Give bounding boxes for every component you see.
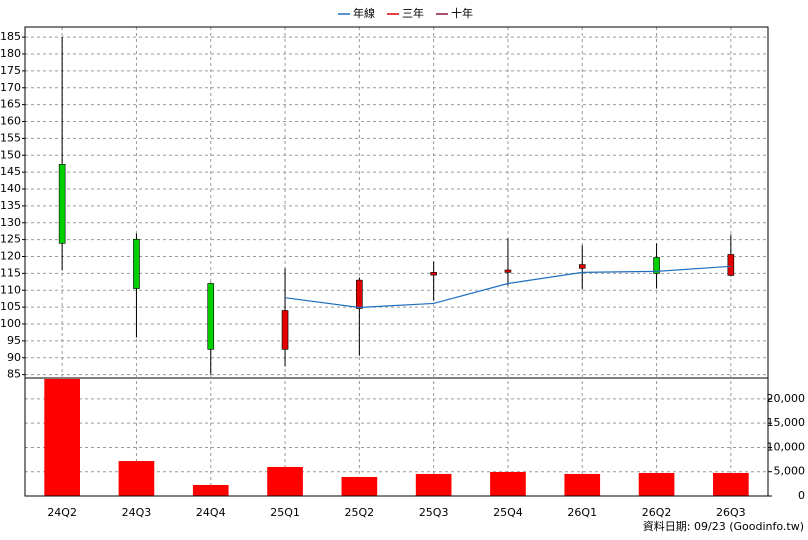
x-tick-label: 26Q2 bbox=[642, 506, 672, 519]
y-tick-label: 180 bbox=[0, 47, 21, 60]
x-tick-label: 26Q1 bbox=[567, 506, 597, 519]
x-tick-label: 25Q1 bbox=[270, 506, 300, 519]
candle-body bbox=[133, 238, 140, 289]
y2-tick-label: 10,000 bbox=[767, 440, 806, 453]
legend-label: 十年 bbox=[451, 6, 473, 20]
legend-label: 年線 bbox=[353, 6, 375, 20]
bar bbox=[44, 378, 80, 496]
x-tick-label: 25Q2 bbox=[345, 506, 375, 519]
bar bbox=[192, 484, 229, 496]
footer: 資料日期: 09/23 (Goodinfo.tw) bbox=[643, 519, 804, 533]
y-tick-label: 125 bbox=[0, 233, 21, 246]
y2-tick-label: 0 bbox=[798, 489, 805, 502]
candle-body bbox=[727, 254, 735, 276]
bar bbox=[713, 472, 749, 496]
x-tick-label: 26Q3 bbox=[716, 506, 746, 519]
legend-label: 三年 bbox=[402, 6, 424, 20]
x-tick-label: 24Q3 bbox=[122, 506, 152, 519]
y-tick-label: 110 bbox=[0, 283, 21, 296]
y-tick-label: 165 bbox=[0, 98, 21, 111]
candle-body bbox=[207, 283, 215, 350]
candle-body bbox=[430, 272, 437, 276]
bar bbox=[118, 461, 155, 496]
y-tick-label: 160 bbox=[0, 115, 21, 128]
bar bbox=[564, 473, 601, 496]
candle-body bbox=[578, 264, 586, 269]
x-tick-label: 25Q3 bbox=[419, 506, 449, 519]
y-tick-label: 95 bbox=[7, 334, 21, 347]
x-tick-label: 25Q4 bbox=[493, 506, 523, 519]
line-series bbox=[284, 265, 731, 309]
y-tick-label: 90 bbox=[7, 351, 21, 364]
y2-tick-label: 5,000 bbox=[774, 465, 806, 478]
candle-body bbox=[281, 310, 289, 350]
candle-body bbox=[504, 269, 512, 273]
y2-tick-label: 20,000 bbox=[767, 392, 806, 405]
x-tick-label: 24Q2 bbox=[47, 506, 77, 519]
y-tick-label: 170 bbox=[0, 81, 21, 94]
y-tick-label: 100 bbox=[0, 317, 21, 330]
y-tick-label: 140 bbox=[0, 182, 21, 195]
bar bbox=[490, 471, 526, 496]
x-tick-label: 24Q4 bbox=[196, 506, 226, 519]
candle-body bbox=[356, 279, 363, 309]
candle-body bbox=[58, 164, 66, 244]
y-tick-label: 85 bbox=[7, 368, 21, 381]
bar bbox=[638, 472, 675, 496]
bar bbox=[415, 473, 452, 496]
bar bbox=[267, 466, 303, 496]
plot-frame bbox=[24, 26, 769, 497]
y-tick-label: 115 bbox=[0, 266, 21, 279]
plot-border bbox=[24, 26, 769, 497]
y-tick-label: 135 bbox=[0, 199, 21, 212]
candle-body bbox=[653, 257, 660, 274]
y-tick-label: 105 bbox=[0, 300, 21, 313]
y2-tick-label: 15,000 bbox=[767, 416, 806, 429]
y-tick-label: 130 bbox=[0, 216, 21, 229]
y-tick-label: 150 bbox=[0, 148, 21, 161]
bar bbox=[341, 476, 378, 496]
y-tick-label: 145 bbox=[0, 165, 21, 178]
y-tick-label: 175 bbox=[0, 64, 21, 77]
y-tick-label: 185 bbox=[0, 30, 21, 43]
y-tick-label: 120 bbox=[0, 250, 21, 263]
y-tick-label: 155 bbox=[0, 131, 21, 144]
